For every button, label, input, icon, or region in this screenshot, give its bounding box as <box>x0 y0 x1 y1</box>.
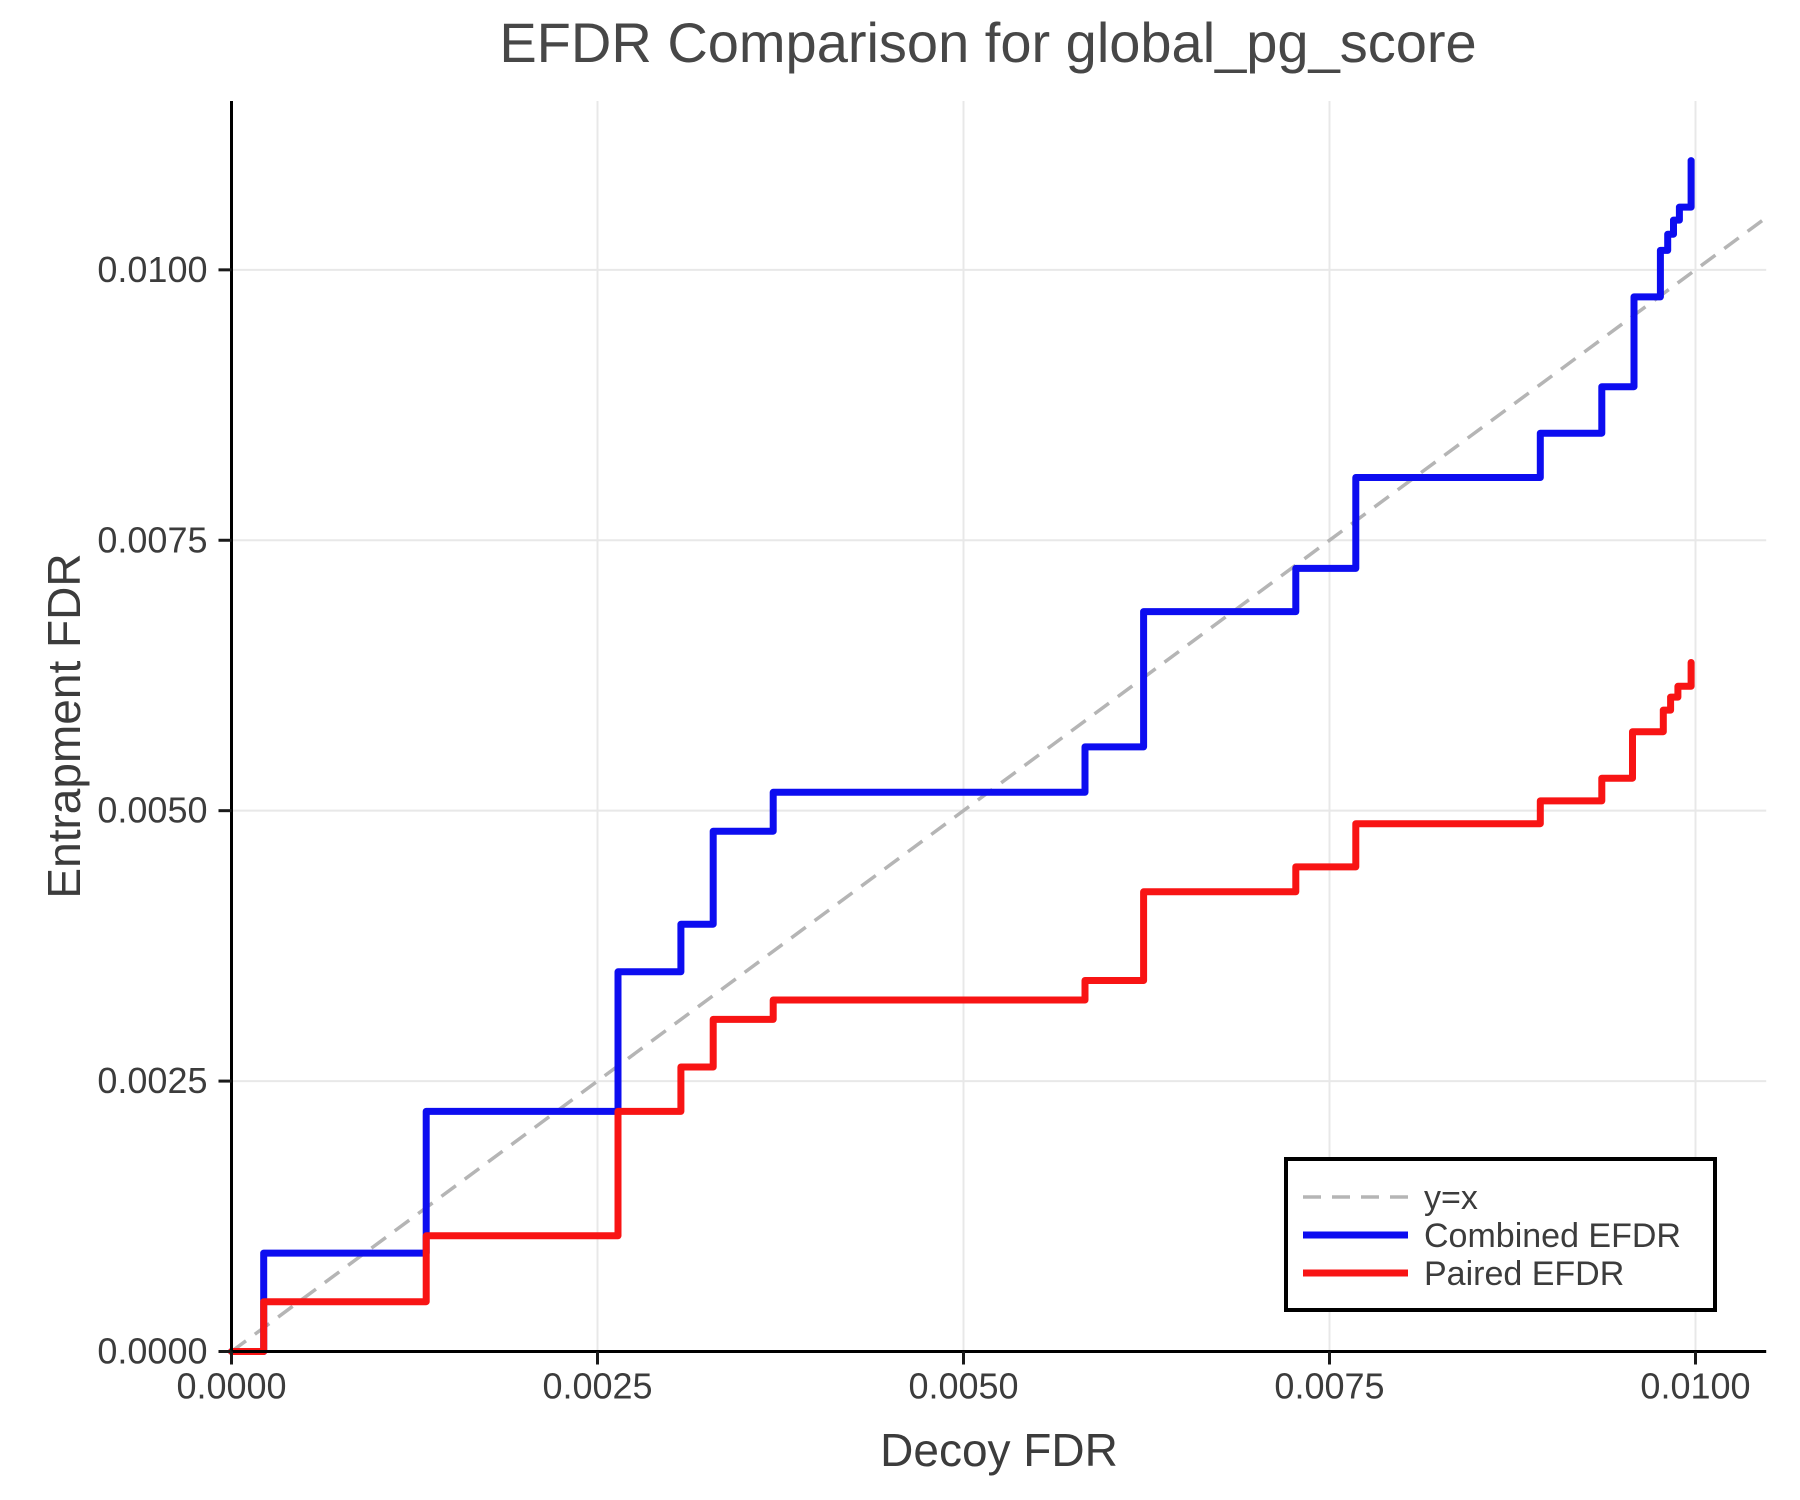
axis-spines <box>230 101 1767 1353</box>
x-tick-label-0.0050: 0.0050 <box>908 1366 1018 1407</box>
y-tick-label-0.0000: 0.0000 <box>97 1331 207 1372</box>
x-axis-label: Decoy FDR <box>880 1424 1118 1476</box>
chart-title: EFDR Comparison for global_pg_score <box>499 11 1476 74</box>
tick-labels: 0.0000 0.0025 0.0050 0.0075 0.0100 0.0000 0.00… <box>97 249 1750 1407</box>
legend-label-identity: y=x <box>1424 1179 1478 1217</box>
y-tick-label-0.0100: 0.0100 <box>97 249 207 290</box>
paired-efdr-line <box>228 659 1695 1355</box>
x-tick-label-0.0075: 0.0075 <box>1274 1366 1384 1407</box>
legend: y=x Combined EFDR Paired EFDR <box>1284 1157 1717 1312</box>
y-tick-label-0.0025: 0.0025 <box>97 1060 207 1101</box>
axis-ticks <box>218 268 1697 1365</box>
series-lines <box>228 157 1695 1355</box>
x-tick-label-0.0100: 0.0100 <box>1640 1366 1750 1407</box>
y-axis-label: Entrapment FDR <box>38 553 90 898</box>
x-tick-label-0.0000: 0.0000 <box>176 1366 286 1407</box>
legend-label-paired-efdr: Paired EFDR <box>1424 1255 1624 1293</box>
y-tick-label-0.0075: 0.0075 <box>97 519 207 560</box>
legend-label-combined-efdr: Combined EFDR <box>1424 1217 1681 1255</box>
combined-efdr-line <box>228 157 1695 1355</box>
y-tick-label-0.0050: 0.0050 <box>97 790 207 831</box>
x-tick-label-0.0025: 0.0025 <box>542 1366 652 1407</box>
